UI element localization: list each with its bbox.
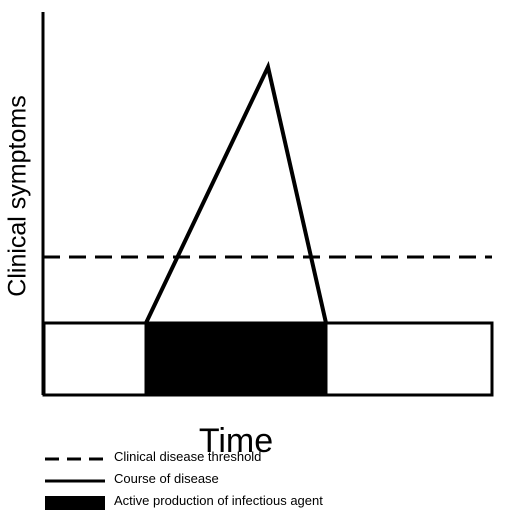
legend: Clinical disease threshold Course of dis… (44, 448, 464, 514)
legend-label: Active production of infectious agent (114, 493, 323, 508)
solid-line-icon (45, 479, 105, 483)
filled-block-icon (45, 496, 105, 510)
x-axis-label: Time (198, 422, 274, 460)
y-axis-label: Clinical symptoms (3, 95, 32, 297)
legend-label: Clinical disease threshold (114, 449, 262, 464)
legend-item-course: Course of disease (44, 470, 464, 492)
legend-item-active-production: Active production of infectious agent (44, 492, 464, 514)
disease-course-curve (144, 60, 328, 324)
legend-item-threshold: Clinical disease threshold (44, 448, 464, 470)
dashed-line-icon (45, 457, 105, 461)
legend-label: Course of disease (114, 471, 219, 486)
active-production-block (144, 321, 328, 397)
